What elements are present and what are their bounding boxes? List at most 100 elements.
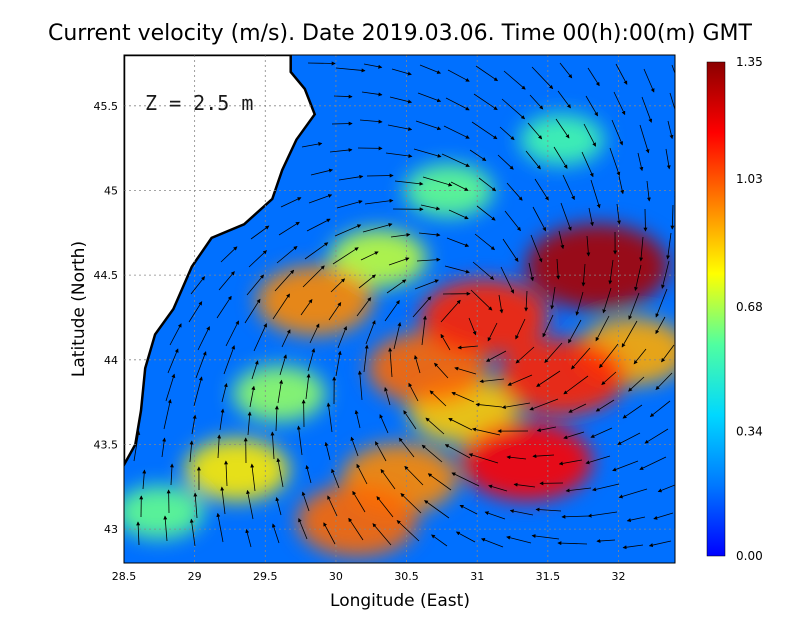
velocity-arrow xyxy=(354,409,361,429)
velocity-arrow xyxy=(595,315,610,342)
velocity-arrow xyxy=(618,175,625,195)
velocity-arrow xyxy=(550,286,556,310)
x-axis-ticks: 28.5 29 29.5 30 30.5 31 31.5 32 xyxy=(112,570,626,583)
velocity-arrow xyxy=(248,250,267,268)
velocity-arrow xyxy=(451,391,475,403)
velocity-arrow xyxy=(359,119,383,124)
velocity-arrow xyxy=(189,440,194,463)
velocity-arrow xyxy=(530,234,543,263)
velocity-arrow xyxy=(414,355,421,374)
velocity-arrow xyxy=(298,517,308,540)
velocity-arrow xyxy=(331,468,340,489)
velocity-arrow xyxy=(133,430,141,462)
velocity-arrow xyxy=(385,152,413,158)
speed-hotspot-13 xyxy=(498,338,626,416)
velocity-arrow xyxy=(565,487,592,493)
velocity-arrow xyxy=(649,400,671,418)
velocity-arrow xyxy=(468,317,477,336)
velocity-arrow xyxy=(161,437,167,458)
velocity-arrow xyxy=(488,484,508,492)
velocity-arrow xyxy=(575,291,584,316)
velocity-arrow xyxy=(309,323,320,344)
velocity-arrow xyxy=(628,292,640,320)
velocity-arrow xyxy=(364,198,394,205)
x-tick-label: 29.5 xyxy=(253,570,278,583)
velocity-arrow xyxy=(356,297,372,317)
velocity-arrow xyxy=(384,387,391,406)
velocity-arrow xyxy=(270,431,275,460)
velocity-arrow xyxy=(440,333,451,351)
velocity-arrow xyxy=(275,496,282,516)
velocity-arrow xyxy=(441,153,470,167)
velocity-arrow xyxy=(446,237,470,247)
velocity-arrow xyxy=(163,399,172,430)
velocity-arrow xyxy=(568,319,582,344)
y-tick-label: 44 xyxy=(104,354,118,367)
velocity-arrow xyxy=(302,265,325,288)
velocity-arrow xyxy=(422,176,453,187)
velocity-arrow xyxy=(169,323,182,346)
velocity-arrow xyxy=(553,146,568,169)
velocity-arrow xyxy=(562,174,575,201)
velocity-arrow xyxy=(622,544,644,550)
velocity-arrow xyxy=(474,233,496,251)
x-tick-label: 30 xyxy=(329,570,343,583)
velocity-arrow xyxy=(363,344,369,373)
velocity-arrow xyxy=(534,178,549,201)
velocity-arrow xyxy=(425,417,445,435)
velocity-arrow xyxy=(358,274,376,289)
velocity-arrow xyxy=(365,320,376,345)
velocity-arrow xyxy=(366,173,394,178)
velocity-arrow xyxy=(639,236,644,262)
velocity-arrow xyxy=(513,482,536,488)
velocity-arrow xyxy=(583,123,596,147)
grid-lines xyxy=(124,55,675,563)
colorbar-tick-label: 0.68 xyxy=(736,300,763,314)
velocity-arrow xyxy=(272,293,290,320)
velocity-arrow xyxy=(306,218,331,232)
velocity-arrow xyxy=(348,517,364,541)
velocity-arrow xyxy=(394,180,424,186)
velocity-arrow xyxy=(617,432,641,445)
velocity-arrow xyxy=(408,382,419,402)
velocity-arrow xyxy=(142,469,147,490)
velocity-arrow xyxy=(590,427,613,438)
colorbar-tick-label: 1.35 xyxy=(736,55,763,69)
velocity-arrow xyxy=(613,91,626,116)
velocity-arrow xyxy=(480,538,504,548)
velocity-arrow xyxy=(524,290,529,312)
velocity-arrow xyxy=(244,298,261,324)
colorbar-tick-label: 0.00 xyxy=(736,549,763,563)
velocity-arrow xyxy=(352,490,366,513)
velocity-arrow xyxy=(167,348,179,374)
velocity-arrow xyxy=(217,434,222,459)
velocity-arrow xyxy=(421,315,427,346)
velocity-arrow xyxy=(469,149,487,161)
speed-hotspot-5 xyxy=(184,438,290,502)
velocity-arrow xyxy=(643,208,648,232)
speed-hotspot-14 xyxy=(460,421,593,501)
velocity-arrow xyxy=(431,534,448,547)
velocity-arrow xyxy=(486,350,507,362)
velocity-arrow xyxy=(379,414,389,434)
velocity-arrow xyxy=(634,264,642,292)
velocity-arrow xyxy=(193,492,198,519)
velocity-arrow xyxy=(443,125,470,139)
x-tick-label: 30.5 xyxy=(394,570,419,583)
velocity-arrow xyxy=(455,531,476,543)
velocity-arrow xyxy=(633,348,647,365)
velocity-arrow xyxy=(666,232,672,260)
velocity-arrow xyxy=(271,523,280,544)
velocity-arrow xyxy=(665,148,671,170)
velocity-arrow xyxy=(307,61,336,66)
velocity-arrow xyxy=(247,411,252,436)
velocity-arrow xyxy=(622,404,643,419)
velocity-arrow xyxy=(535,507,562,512)
velocity-arrow xyxy=(457,345,479,350)
velocity-arrow xyxy=(532,206,547,232)
velocity-arrow xyxy=(250,463,256,492)
plot-area xyxy=(124,55,675,563)
velocity-arrow xyxy=(563,375,589,395)
velocity-arrow xyxy=(281,329,291,348)
velocity-arrow xyxy=(384,300,400,322)
